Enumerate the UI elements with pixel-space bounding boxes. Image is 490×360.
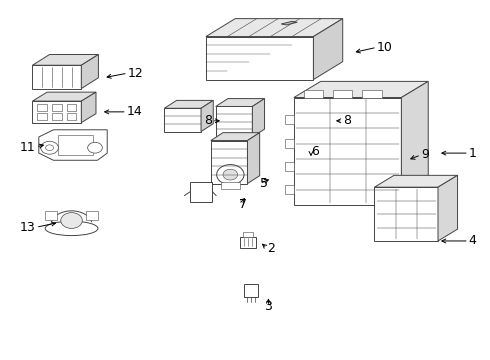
Bar — [32, 65, 81, 89]
Text: 8: 8 — [343, 114, 351, 127]
Text: 12: 12 — [128, 67, 144, 80]
Polygon shape — [247, 133, 260, 184]
Polygon shape — [438, 175, 458, 241]
Polygon shape — [211, 133, 260, 140]
Polygon shape — [216, 99, 265, 107]
Text: 11: 11 — [20, 140, 36, 153]
Bar — [37, 113, 47, 120]
Bar — [211, 140, 247, 184]
Bar — [164, 108, 201, 132]
Bar — [285, 162, 294, 171]
Polygon shape — [81, 54, 98, 89]
Circle shape — [217, 165, 244, 185]
Bar — [45, 211, 57, 220]
Bar — [285, 116, 294, 125]
Bar — [285, 185, 294, 194]
Bar — [190, 182, 212, 202]
Text: 7: 7 — [239, 198, 246, 211]
Text: 8: 8 — [204, 114, 212, 127]
Bar — [362, 146, 394, 169]
Polygon shape — [314, 19, 343, 80]
Circle shape — [223, 169, 238, 180]
Circle shape — [88, 142, 102, 153]
Text: 5: 5 — [260, 177, 268, 190]
Text: 6: 6 — [311, 145, 319, 158]
Bar — [220, 182, 240, 189]
Bar — [52, 104, 62, 111]
Polygon shape — [206, 37, 314, 80]
Polygon shape — [32, 54, 98, 65]
Bar — [333, 90, 352, 98]
Circle shape — [41, 141, 58, 154]
Polygon shape — [294, 81, 428, 98]
Bar — [285, 139, 294, 148]
Circle shape — [61, 213, 82, 228]
Bar — [67, 104, 76, 111]
Bar — [67, 113, 76, 120]
Bar — [304, 90, 323, 98]
Polygon shape — [39, 130, 107, 160]
Polygon shape — [362, 139, 405, 146]
Polygon shape — [281, 21, 297, 25]
Polygon shape — [206, 19, 343, 37]
Bar — [240, 237, 256, 248]
Polygon shape — [201, 100, 213, 132]
Text: 10: 10 — [377, 41, 393, 54]
Polygon shape — [394, 139, 405, 169]
Polygon shape — [81, 92, 96, 123]
Text: 14: 14 — [127, 105, 143, 118]
Text: 1: 1 — [469, 147, 477, 159]
Text: 3: 3 — [265, 300, 272, 313]
Circle shape — [46, 145, 53, 150]
Bar — [86, 211, 98, 220]
Bar — [374, 187, 438, 241]
Polygon shape — [32, 92, 96, 101]
Polygon shape — [374, 175, 458, 187]
Text: 9: 9 — [421, 148, 429, 161]
Text: 13: 13 — [20, 221, 36, 234]
Text: 2: 2 — [267, 242, 275, 255]
Text: 4: 4 — [469, 234, 477, 247]
Bar — [243, 231, 253, 237]
Polygon shape — [252, 99, 265, 137]
Bar — [32, 101, 81, 123]
Bar — [216, 107, 252, 137]
Bar — [362, 90, 382, 98]
Bar — [244, 284, 258, 297]
Ellipse shape — [45, 221, 98, 235]
Bar — [294, 98, 401, 205]
Bar — [58, 135, 93, 155]
Bar — [37, 104, 47, 111]
Polygon shape — [164, 100, 213, 108]
Bar — [52, 113, 62, 120]
Polygon shape — [401, 81, 428, 205]
